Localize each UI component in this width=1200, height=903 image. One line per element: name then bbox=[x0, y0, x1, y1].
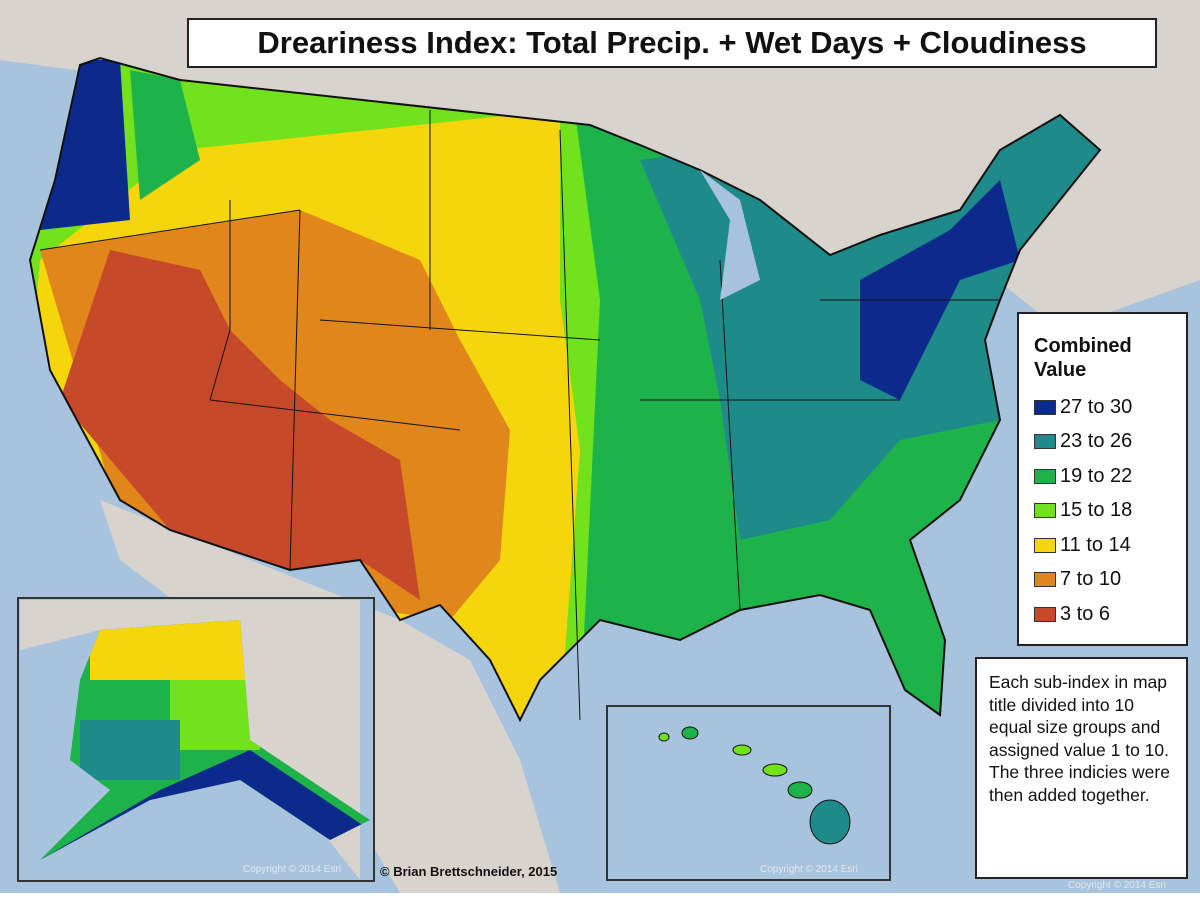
us-outline bbox=[28, 56, 1102, 723]
zone-27-30-east bbox=[860, 180, 1020, 400]
legend-swatch bbox=[1034, 606, 1056, 622]
legend-swatch bbox=[1034, 399, 1056, 415]
canada-inset-land bbox=[20, 600, 360, 880]
copyright-alaska: Copyright © 2014 Esri bbox=[243, 864, 341, 875]
legend-item: 7 to 10 bbox=[1034, 563, 1186, 598]
hawaii-islands bbox=[658, 726, 851, 845]
legend-item: 23 to 26 bbox=[1034, 425, 1186, 460]
legend-title: Combined Value bbox=[1034, 335, 1132, 381]
legend-label: 23 to 26 bbox=[1060, 430, 1133, 453]
bottom-margin bbox=[0, 893, 1200, 903]
legend-label: 15 to 18 bbox=[1060, 499, 1133, 522]
legend-label: 7 to 10 bbox=[1060, 568, 1122, 591]
zone-3-6 bbox=[60, 250, 420, 600]
legend-swatch bbox=[1034, 468, 1056, 484]
legend-swatch bbox=[1034, 572, 1056, 588]
legend-label: 11 to 14 bbox=[1060, 533, 1131, 556]
legend-item: 11 to 14 bbox=[1034, 528, 1186, 563]
legend-item: 3 to 6 bbox=[1034, 597, 1186, 632]
alaska-inset-frame bbox=[17, 597, 375, 882]
legend-item: 27 to 30 bbox=[1034, 390, 1186, 425]
legend-item: 15 to 18 bbox=[1034, 494, 1186, 529]
state-borders bbox=[39, 110, 1000, 721]
copyright-hawaii: Copyright © 2014 Esri bbox=[760, 864, 858, 875]
hawaii-inset bbox=[606, 705, 891, 881]
legend-swatch bbox=[1034, 503, 1056, 519]
author-credit: © Brian Brettschneider, 2015 bbox=[380, 864, 558, 879]
zone-19-22-northwest bbox=[130, 70, 200, 200]
legend-label: 27 to 30 bbox=[1060, 395, 1133, 418]
legend-item: 19 to 22 bbox=[1034, 459, 1186, 494]
copyright-main: Copyright © 2014 Esri bbox=[1068, 880, 1166, 891]
map-title: Dreariness Index: Total Precip. + Wet Da… bbox=[187, 18, 1157, 68]
lake-michigan bbox=[700, 170, 760, 300]
legend-label: 3 to 6 bbox=[1060, 602, 1111, 625]
legend-swatch bbox=[1034, 434, 1056, 450]
legend-items: 27 to 30 23 to 26 19 to 22 15 to 18 11 to 14… bbox=[1034, 390, 1186, 632]
legend-swatch bbox=[1034, 537, 1056, 553]
methodology-note: Each sub-index in map title divided into… bbox=[975, 657, 1188, 879]
legend-label: 19 to 22 bbox=[1060, 464, 1133, 487]
legend: Combined Value 27 to 30 23 to 26 19 to 22 1… bbox=[1017, 312, 1188, 646]
